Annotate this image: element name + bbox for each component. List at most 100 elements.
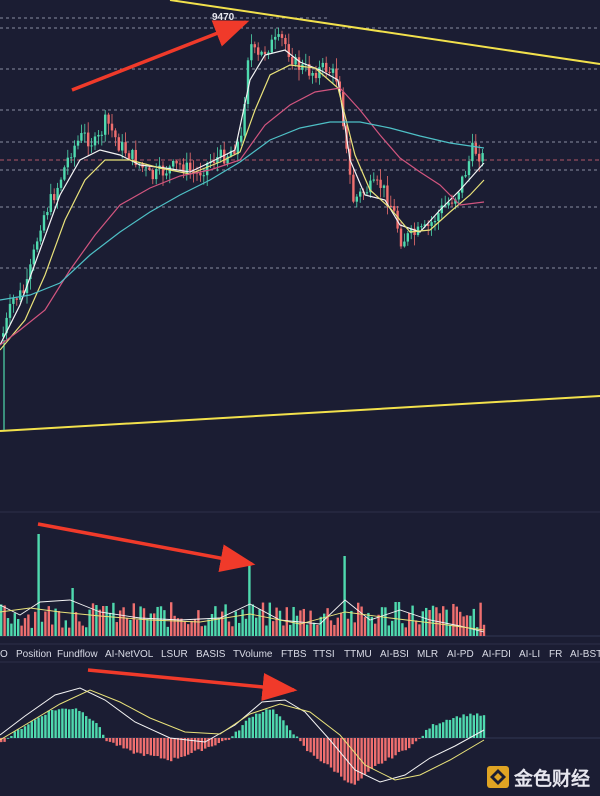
- candle-body: [355, 196, 358, 202]
- volume-bar: [54, 608, 57, 636]
- macd-bar: [159, 738, 163, 759]
- candle-body: [461, 176, 464, 193]
- candle-body: [56, 187, 59, 201]
- volume-bar: [115, 622, 118, 636]
- candle-body: [444, 205, 447, 207]
- tab-position[interactable]: Position: [16, 649, 52, 660]
- candle-body: [219, 149, 222, 158]
- candle-body: [481, 153, 484, 162]
- volume-bars: [0, 534, 486, 636]
- macd-bar: [163, 738, 166, 759]
- volume-bar: [418, 624, 421, 636]
- tab-fr[interactable]: FR: [549, 649, 562, 660]
- tab-tvolume[interactable]: TVolume: [233, 649, 273, 660]
- candle-body: [440, 205, 443, 214]
- tab-ai-bsi[interactable]: AI-BSI: [380, 649, 409, 660]
- volume-bar: [387, 625, 390, 636]
- macd-bar: [98, 727, 101, 738]
- macd-bar: [377, 738, 380, 764]
- macd-bar: [299, 738, 302, 742]
- macd-bar: [333, 738, 336, 772]
- volume-bar: [374, 623, 377, 636]
- macd-bar: [234, 731, 237, 738]
- volume-bar: [319, 616, 322, 636]
- candle-body: [352, 174, 355, 202]
- volume-bar: [200, 626, 203, 636]
- macd-bar: [374, 738, 377, 766]
- tab-basis[interactable]: BASIS: [196, 649, 226, 660]
- candle-body: [223, 149, 226, 164]
- macd-bar: [207, 738, 210, 747]
- volume-bar: [139, 606, 142, 636]
- volume-bar: [149, 613, 152, 636]
- tab-ttmu[interactable]: TTMU: [344, 649, 372, 660]
- candle-body: [308, 64, 311, 76]
- macd-bar: [95, 723, 98, 738]
- volume-bar: [47, 606, 50, 636]
- candle-body: [59, 179, 63, 188]
- macd-bar: [370, 738, 373, 769]
- volume-bar: [156, 606, 159, 636]
- tab-ai-pd[interactable]: AI-PD: [447, 649, 474, 660]
- candle-body: [464, 175, 467, 177]
- tab-o[interactable]: O: [0, 649, 8, 660]
- candle-body: [216, 157, 219, 164]
- tab-ai-fdi[interactable]: AI-FDI: [482, 649, 511, 660]
- candle-body: [199, 172, 202, 176]
- candle-body: [178, 163, 182, 165]
- volume-bar: [380, 607, 384, 636]
- macd-bar: [166, 738, 169, 761]
- tab-ftbs[interactable]: FTBS: [281, 649, 307, 660]
- volume-bar: [469, 615, 472, 636]
- candle-body: [328, 71, 331, 73]
- candle-body: [280, 34, 284, 38]
- volume-bar: [234, 611, 237, 636]
- tab-mlr[interactable]: MLR: [417, 649, 438, 660]
- candle-body: [148, 167, 151, 171]
- macd-bar: [425, 729, 428, 738]
- candle-body: [287, 44, 290, 57]
- volume-bar: [176, 618, 180, 636]
- candle-body: [257, 47, 260, 55]
- macd-line-yellow: [0, 689, 485, 781]
- volume-bar: [268, 602, 271, 636]
- volume-bar: [187, 624, 190, 636]
- candle-body: [246, 60, 250, 105]
- macd-bar: [88, 718, 91, 738]
- candle-body: [294, 57, 297, 65]
- macd-bar: [261, 712, 265, 738]
- tab-ai-netvol[interactable]: AI-NetVOL: [105, 649, 154, 660]
- volume-bar: [482, 624, 486, 636]
- tab-ai-bst[interactable]: AI-BST: [570, 649, 600, 660]
- candle-body: [348, 148, 352, 175]
- tab-lsur[interactable]: LSUR: [161, 649, 188, 660]
- macd-bar: [268, 709, 271, 738]
- candle-body: [427, 224, 430, 226]
- tab-fundflow[interactable]: Fundflow: [57, 649, 98, 660]
- volume-bar: [367, 612, 370, 636]
- tab-ttsi[interactable]: TTSI: [313, 649, 335, 660]
- volume-bar: [34, 611, 37, 636]
- candle-body: [389, 205, 392, 207]
- candle-body: [172, 160, 175, 167]
- volume-bar: [251, 604, 254, 636]
- volume-bar: [289, 624, 292, 636]
- macd-bar: [125, 738, 129, 749]
- macd-bar: [401, 738, 404, 751]
- volume-bar: [414, 620, 418, 636]
- tab-ai-li[interactable]: AI-LI: [519, 649, 540, 660]
- candle-body: [202, 175, 205, 177]
- macd-bar: [3, 738, 6, 742]
- volume-bar: [221, 611, 224, 636]
- ascending-trendline: [0, 395, 600, 432]
- macd-bar: [312, 738, 316, 756]
- volume-bar: [153, 613, 156, 636]
- macd-bar: [394, 738, 397, 756]
- volume-bar: [125, 617, 129, 636]
- macd-divergence-arrow: [87, 668, 298, 701]
- macd-bar: [452, 718, 455, 738]
- volume-bar: [44, 611, 47, 636]
- candle-body: [131, 149, 134, 159]
